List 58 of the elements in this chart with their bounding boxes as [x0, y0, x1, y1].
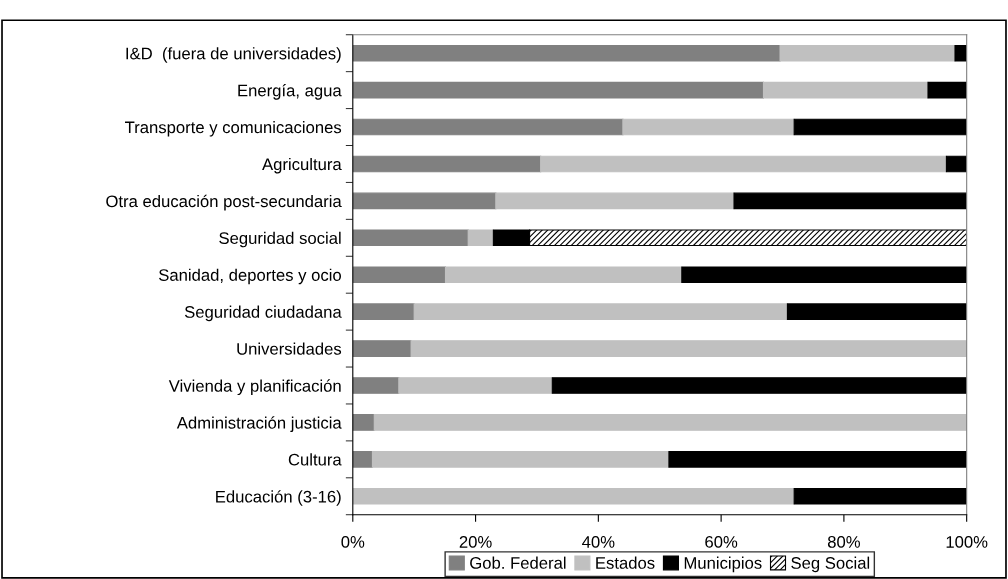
bar: [681, 266, 967, 284]
bar: [398, 377, 553, 394]
y-tick-label: Universidades: [237, 342, 342, 355]
bar: [352, 487, 795, 505]
bar: [352, 414, 375, 431]
y-tick-label: Seguridad ciudadana: [184, 305, 342, 322]
bar: [793, 118, 967, 136]
bar: [786, 303, 967, 320]
bar: [668, 451, 967, 468]
x-tick-label: 20%: [459, 536, 492, 548]
legend-label: Seg Social: [791, 556, 870, 573]
x-tick-label: 60%: [705, 536, 738, 548]
bar: [954, 44, 967, 62]
bar: [352, 340, 412, 357]
bar: [373, 414, 967, 431]
bar: [551, 377, 967, 394]
y-tick-label: Cultura: [288, 453, 342, 466]
y-tick-label: Otra educación post-secundaria: [106, 194, 342, 211]
y-tick-label: Administración justicia: [176, 416, 342, 433]
bar: [540, 155, 947, 173]
bar: [413, 303, 788, 320]
bar: [352, 44, 781, 62]
bar: [352, 192, 497, 210]
bar: [352, 266, 447, 284]
bar: [945, 155, 967, 173]
y-tick-label: Educación (3-16): [216, 490, 341, 506]
x-tick-label: 80%: [827, 536, 860, 548]
legend-label: Municipios: [684, 556, 762, 573]
bar: [762, 81, 929, 99]
bar: [352, 303, 415, 320]
bar: [927, 81, 967, 99]
y-tick-label: Transporte y comunicaciones: [125, 121, 342, 137]
x-tick-label: 0%: [341, 536, 365, 548]
y-tick-label: Vivienda y planificación: [168, 379, 341, 396]
x-tick-label: 40%: [582, 536, 615, 548]
x-tick-label: 100%: [946, 536, 988, 548]
bar: [352, 377, 400, 394]
bar: [444, 266, 683, 284]
bar: [371, 451, 670, 468]
bar: [495, 192, 735, 210]
bar: [622, 118, 795, 136]
y-tick-label: Seguridad social: [219, 231, 341, 248]
legend-label: Gob. Federal: [470, 556, 566, 569]
y-tick-label: Agricultura: [262, 157, 342, 174]
bar: [352, 81, 765, 99]
y-tick-label: Sanidad, deportes y ocio: [159, 268, 341, 285]
bar: [352, 155, 542, 173]
bar: [779, 44, 956, 62]
y-tick-label: I&D (fuera de universidades): [126, 47, 341, 63]
bar: [793, 487, 967, 505]
bar: [733, 192, 967, 210]
bar: [410, 340, 967, 357]
bar: [352, 451, 373, 468]
bar: [352, 229, 469, 247]
bar: [467, 229, 494, 247]
legend-label: Estados: [596, 556, 655, 569]
bar: [352, 118, 624, 136]
y-tick-label: Energía, agua: [238, 83, 342, 100]
